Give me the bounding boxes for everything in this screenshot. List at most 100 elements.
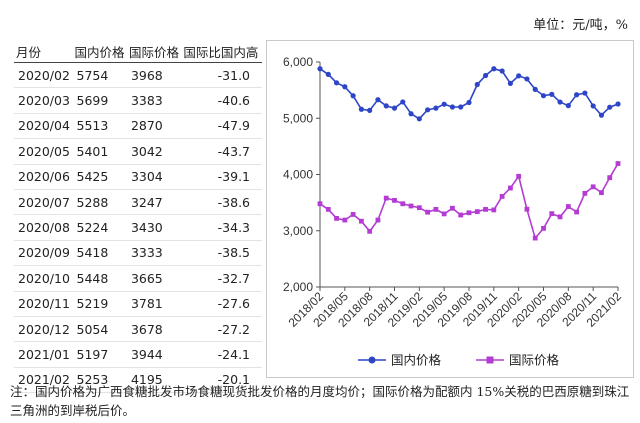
cell-difference: -40.6 [181, 87, 262, 114]
cell-month: 2020/11 [14, 291, 73, 317]
table-row: 2021/01 5197 3944 -24.1 [14, 341, 262, 368]
data-point-international [317, 201, 323, 207]
data-point-domestic [342, 84, 348, 90]
data-point-international [334, 215, 339, 221]
table-row: 2020/09 5418 3333 -38.5 [14, 240, 262, 267]
cell-difference: -27.2 [181, 316, 262, 343]
data-point-international [466, 210, 472, 216]
cell-international-price: 3678 [126, 316, 182, 343]
table-row: 2020/10 5448 3665 -32.7 [14, 265, 262, 292]
table-row: 2020/12 5054 3678 -27.2 [14, 316, 262, 343]
data-point-domestic [441, 101, 447, 107]
cell-difference: -24.1 [181, 341, 262, 368]
data-point-international [358, 218, 364, 224]
data-point-international [474, 209, 480, 215]
cell-difference: -27.6 [181, 291, 262, 317]
header-month: 月份 [14, 40, 73, 63]
cell-difference: -38.6 [181, 189, 262, 216]
data-point-domestic [416, 116, 422, 122]
cell-international-price: 3383 [126, 87, 182, 114]
data-point-international [599, 190, 604, 196]
table-row: 2020/08 5224 3430 -34.3 [14, 214, 262, 241]
data-point-domestic [350, 93, 356, 99]
price-table-grid: 月份 国内价格 国际价格 国际比国内高 2020/02 5754 3968 -31.0… [14, 40, 262, 394]
y-tick-label: 3,000 [283, 224, 313, 238]
data-point-domestic [358, 106, 364, 112]
y-tick-label: 4,000 [283, 168, 313, 182]
series-line-domestic [319, 67, 619, 120]
cell-domestic-price: 5224 [72, 214, 127, 241]
data-point-domestic [532, 86, 538, 92]
unit-label: 单位：元/吨，% [533, 18, 628, 33]
data-point-domestic [557, 99, 563, 105]
data-point-international [367, 228, 373, 234]
data-point-international [458, 212, 464, 218]
cell-international-price: 3944 [126, 341, 182, 368]
data-point-domestic [375, 97, 381, 103]
cell-international-price: 3665 [126, 265, 182, 292]
cell-international-price: 3781 [126, 291, 182, 317]
table-row: 2020/05 5401 3042 -43.7 [14, 138, 262, 165]
cell-month: 2020/09 [14, 240, 73, 267]
header-difference: 国际比国内高 [181, 40, 262, 63]
data-point-international [342, 217, 348, 223]
cell-domestic-price: 5448 [72, 265, 127, 292]
cell-domestic-price: 5401 [72, 138, 127, 165]
data-point-domestic [598, 112, 605, 118]
price-line-chart: 2,0003,0004,0005,0006,0002018/022018/052… [283, 55, 624, 368]
cell-domestic-price: 5219 [72, 291, 127, 317]
data-point-domestic [400, 99, 406, 105]
chart-frame [266, 40, 634, 378]
data-point-domestic [474, 81, 480, 88]
data-point-domestic [367, 107, 373, 113]
data-point-domestic [582, 90, 588, 96]
legend-marker-domestic [368, 356, 376, 364]
data-point-international [541, 225, 546, 231]
table-header-row: 月份 国内价格 国际价格 国际比国内高 [14, 40, 262, 63]
table-row: 2020/11 5219 3781 -27.6 [14, 291, 262, 317]
table-row: 2020/03 5699 3383 -40.6 [14, 87, 262, 114]
data-point-international [607, 175, 613, 181]
header-domestic-price: 国内价格 [72, 40, 127, 63]
data-point-international [565, 204, 571, 209]
price-table: 月份 国内价格 国际价格 国际比国内高 2020/02 5754 3968 -31.0… [14, 40, 262, 394]
data-point-domestic [449, 104, 456, 110]
data-point-domestic [507, 80, 513, 86]
cell-difference: -38.5 [181, 240, 262, 267]
cell-difference: -31.0 [181, 62, 262, 89]
data-point-international [491, 207, 497, 213]
data-point-domestic [391, 105, 398, 111]
legend-marker-international [486, 356, 494, 364]
data-point-international [590, 184, 596, 190]
data-point-international [392, 197, 397, 203]
table-row: 2020/04 5513 2870 -47.9 [14, 113, 262, 140]
data-point-international [557, 214, 563, 220]
table-row: 2020/06 5425 3304 -39.1 [14, 164, 262, 190]
cell-month: 2020/04 [14, 113, 73, 140]
data-point-domestic [615, 101, 621, 107]
cell-month: 2020/08 [14, 214, 73, 241]
data-point-international [549, 211, 555, 217]
data-point-domestic [516, 73, 522, 79]
cell-month: 2020/10 [14, 265, 73, 292]
cell-domestic-price: 5699 [72, 87, 127, 114]
cell-international-price: 3430 [126, 214, 182, 241]
cell-difference: -47.9 [181, 113, 262, 140]
data-point-domestic [491, 66, 497, 72]
data-point-international [375, 217, 381, 223]
cell-international-price: 2870 [126, 113, 182, 140]
data-point-international [582, 190, 588, 196]
data-point-international [450, 205, 455, 211]
y-tick-label: 2,000 [283, 280, 313, 294]
cell-domestic-price: 5513 [72, 113, 127, 140]
data-point-domestic [590, 103, 596, 109]
table-body: 2020/02 5754 3968 -31.0 2020/03 5699 3383 -40.6… [14, 62, 262, 394]
header-international-price: 国际价格 [126, 40, 182, 63]
data-point-domestic [499, 68, 505, 74]
cell-difference: -43.7 [181, 138, 262, 165]
cell-domestic-price: 5253 [72, 367, 127, 394]
data-point-domestic [607, 104, 613, 110]
cell-domestic-price: 5425 [72, 164, 127, 190]
cell-domestic-price: 5197 [72, 341, 127, 368]
data-point-international [524, 206, 530, 212]
